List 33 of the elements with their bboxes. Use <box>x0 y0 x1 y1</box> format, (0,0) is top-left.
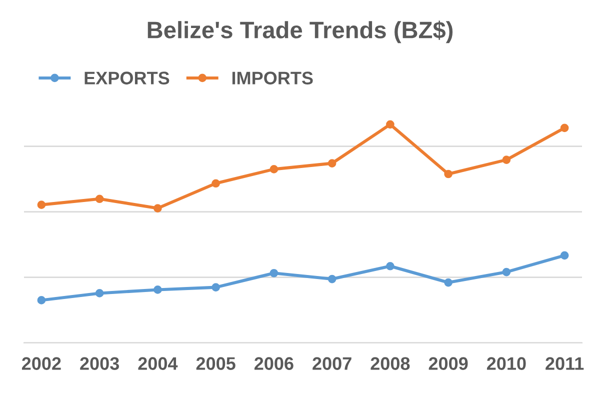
x-tick-label: 2009 <box>428 357 468 370</box>
point <box>212 179 220 188</box>
point <box>328 159 336 168</box>
x-tick-label: 2005 <box>196 357 236 370</box>
point <box>444 278 452 287</box>
x-tick-label: 2006 <box>254 357 294 370</box>
point <box>270 268 278 278</box>
x-tick-label: 2007 <box>312 357 352 370</box>
point <box>37 296 46 304</box>
point <box>560 124 569 132</box>
x-tick-label: 2004 <box>138 357 178 370</box>
point <box>154 286 162 294</box>
point <box>386 120 394 129</box>
point <box>270 165 278 174</box>
point <box>212 283 220 292</box>
point <box>502 268 511 276</box>
chart-title: Belize's Trade Trends (BZ$) <box>148 20 453 44</box>
point <box>37 200 46 209</box>
x-tick-label: 2011 <box>546 357 584 370</box>
x-tick-label: 2008 <box>370 357 410 370</box>
point <box>560 251 569 260</box>
point <box>328 274 336 284</box>
x-tick-label: 2010 <box>486 357 526 370</box>
point <box>444 170 452 178</box>
x-tick-label: 2002 <box>22 357 61 370</box>
legend-label: EXPORTS <box>84 72 170 84</box>
x-tick-label: 2003 <box>80 357 119 370</box>
point <box>154 204 162 212</box>
point <box>386 262 394 270</box>
point <box>502 156 511 164</box>
point <box>95 289 104 298</box>
point <box>95 194 104 204</box>
legend-label: IMPORTS <box>232 72 313 84</box>
